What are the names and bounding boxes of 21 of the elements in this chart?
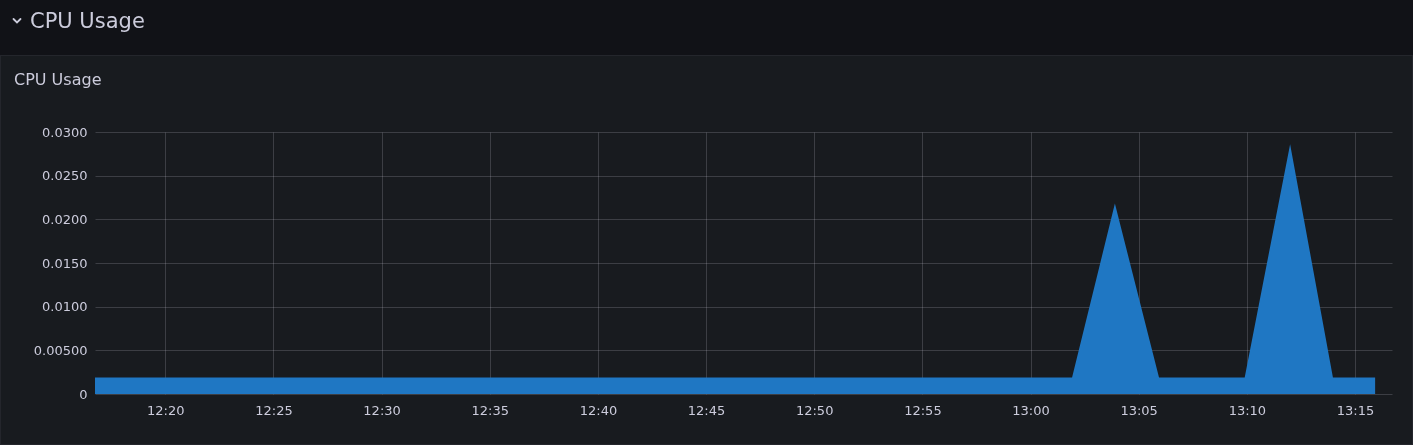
chart-title: CPU Usage [30, 9, 145, 33]
y-tick-label: 0.0150 [42, 255, 88, 271]
x-tick-label: 12:55 [904, 402, 942, 418]
x-tick-label: 12:45 [687, 402, 726, 418]
x-tick-label: 13:00 [1012, 402, 1050, 418]
y-tick-label: 0.0250 [42, 168, 88, 184]
x-tick-label: 12:40 [579, 402, 618, 418]
x-tick-label: 13:05 [1120, 402, 1158, 418]
y-tick-label: 0.0100 [42, 299, 88, 315]
y-tick-label: 0 [79, 386, 88, 402]
x-tick-label: 12:30 [363, 402, 401, 418]
x-tick-label: 12:25 [255, 402, 293, 418]
x-tick-label: 12:20 [146, 402, 185, 418]
y-tick-label: 0.0200 [42, 211, 88, 227]
x-tick-label: 13:15 [1336, 402, 1375, 418]
y-tick-label: 0.00500 [33, 342, 88, 358]
y-tick-label: 0.0300 [42, 124, 88, 140]
x-tick-label: 12:35 [471, 402, 509, 418]
x-tick-label: 12:50 [795, 402, 834, 418]
chart-subtitle: CPU Usage [14, 70, 102, 89]
x-tick-label: 13:10 [1228, 402, 1267, 418]
